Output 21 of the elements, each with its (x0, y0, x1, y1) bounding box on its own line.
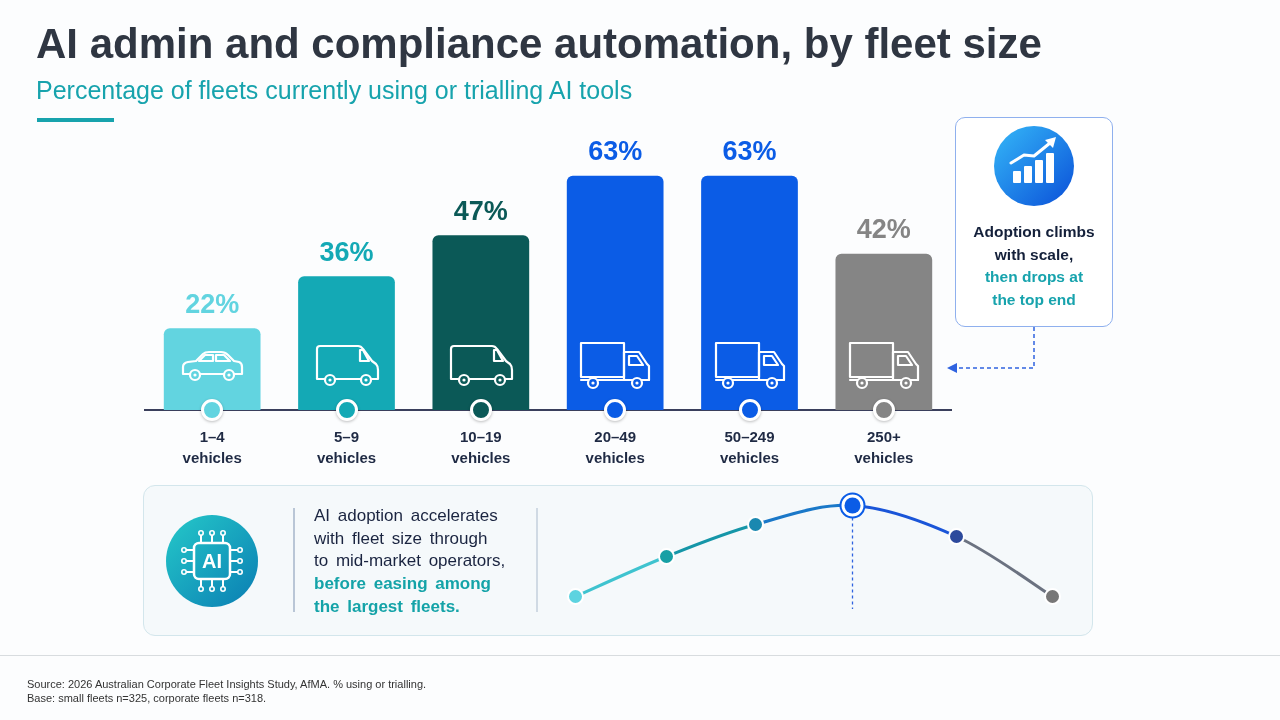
text: then drops at the top end (983, 267, 1085, 310)
source-note: Source: 2026 Australian Corporate Fleet Insights Study, AfMA. % using or trialling. (27, 677, 427, 691)
text: AI (202, 549, 222, 573)
data-label: 47% (453, 195, 508, 226)
text: before easing among the largest fleets. (314, 573, 492, 618)
chart-title: AI admin and compliance automation, by fleet size (36, 19, 1042, 69)
data-label: 42% (856, 214, 911, 245)
x-tick-label: 10–19 vehicles (451, 427, 511, 466)
x-tick-label: 50–249 vehicles (719, 427, 780, 466)
x-tick-label: 20–49 vehicles (585, 427, 645, 466)
data-label: 63% (722, 136, 777, 167)
data-label: 22% (185, 288, 240, 319)
text: AI adoption accelerates with fleet size through to mid-market operators, (314, 505, 506, 572)
data-label: 63% (588, 136, 643, 167)
x-tick-label: 5–9 vehicles (316, 427, 377, 466)
data-label: 36% (319, 236, 374, 267)
x-tick-label: 250+ vehicles (854, 427, 914, 466)
x-tick-label: 1–4 vehicles (182, 427, 242, 466)
text: Adoption climbs with scale, (972, 222, 1096, 265)
text: Base: small fleets n=325, corporate fleets n=318. (27, 691, 267, 705)
chart-subtitle: Percentage of fleets currently using or trialling AI tools (36, 75, 633, 105)
